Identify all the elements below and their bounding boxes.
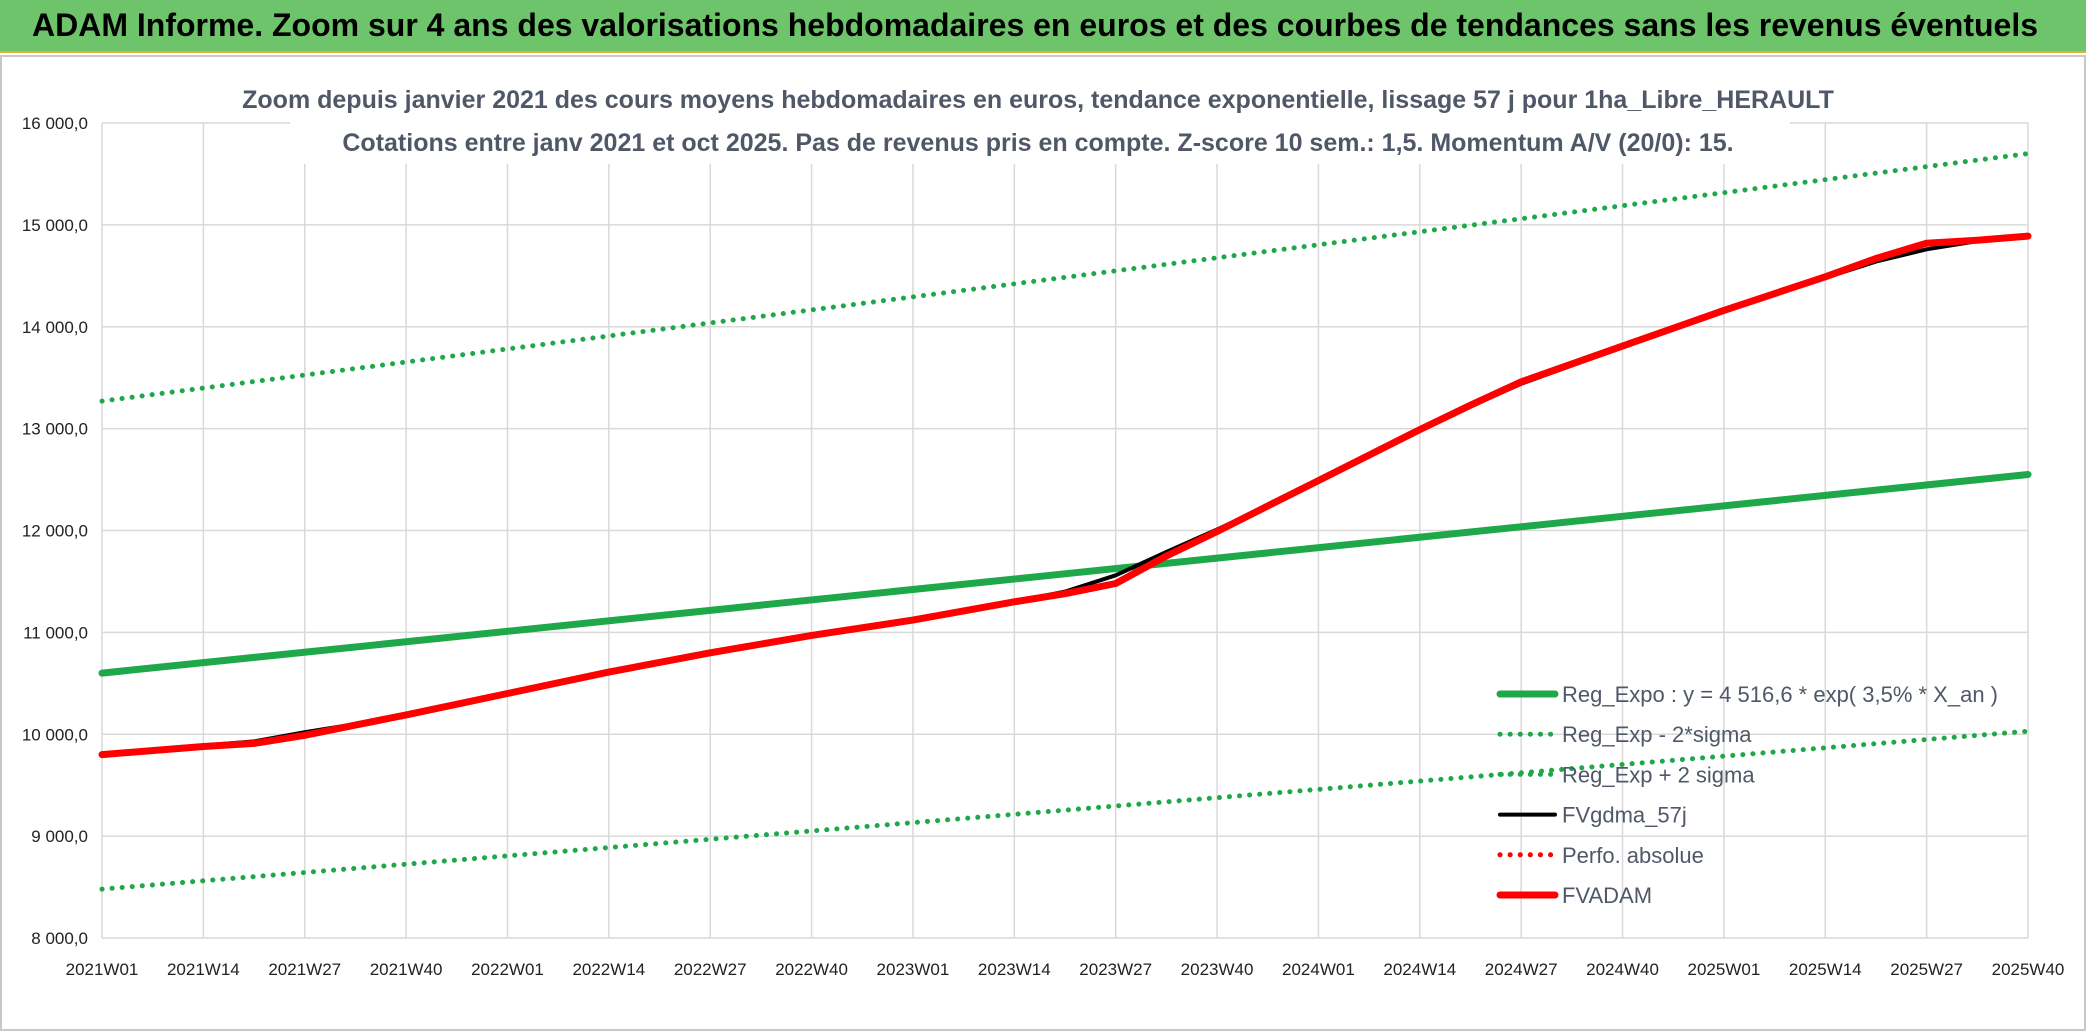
y-tick-label: 8 000,0 bbox=[31, 929, 88, 948]
x-tick-label: 2023W01 bbox=[877, 960, 950, 979]
x-tick-label: 2025W01 bbox=[1688, 960, 1761, 979]
x-tick-label: 2023W14 bbox=[978, 960, 1051, 979]
series-line-0 bbox=[98, 471, 2032, 677]
y-tick-label: 16 000,0 bbox=[22, 114, 88, 133]
y-tick-label: 13 000,0 bbox=[22, 420, 88, 439]
legend: Reg_Expo : y = 4 516,6 * exp( 3,5% * X_a… bbox=[1496, 682, 1998, 908]
x-tick-label: 2025W14 bbox=[1789, 960, 1862, 979]
y-tick-label: 11 000,0 bbox=[23, 623, 88, 642]
x-tick-label: 2024W14 bbox=[1383, 960, 1456, 979]
x-tick-label: 2021W40 bbox=[370, 960, 443, 979]
page-title: ADAM Informe. Zoom sur 4 ans des valoris… bbox=[32, 7, 2038, 43]
x-tick-label: 2023W40 bbox=[1181, 960, 1254, 979]
legend-label: Reg_Exp + 2 sigma bbox=[1562, 762, 1755, 787]
y-tick-label: 14 000,0 bbox=[22, 318, 88, 337]
x-tick-label: 2024W40 bbox=[1586, 960, 1659, 979]
x-tick-label: 2025W27 bbox=[1890, 960, 1963, 979]
header-banner: ADAM Informe. Zoom sur 4 ans des valoris… bbox=[0, 0, 2086, 53]
x-tick-label: 2021W01 bbox=[66, 960, 139, 979]
x-tick-label: 2023W27 bbox=[1079, 960, 1152, 979]
chart-title-line-1: Zoom depuis janvier 2021 des cours moyen… bbox=[242, 86, 1834, 114]
chart-title-line-2: Cotations entre janv 2021 et oct 2025. P… bbox=[342, 129, 1733, 157]
y-tick-label: 9 000,0 bbox=[31, 827, 88, 846]
x-tick-label: 2021W27 bbox=[268, 960, 341, 979]
x-tick-label: 2025W40 bbox=[1992, 960, 2065, 979]
chart-title-background bbox=[290, 72, 1790, 164]
legend-label: FVADAM bbox=[1562, 883, 1652, 908]
x-tick-label: 2022W40 bbox=[775, 960, 848, 979]
legend-label: Perfo. absolue bbox=[1562, 843, 1704, 868]
legend-label: Reg_Exp - 2*sigma bbox=[1562, 722, 1752, 747]
x-tick-label: 2022W27 bbox=[674, 960, 747, 979]
x-tick-label: 2022W01 bbox=[471, 960, 544, 979]
y-tick-label: 12 000,0 bbox=[22, 522, 88, 541]
x-tick-label: 2021W14 bbox=[167, 960, 240, 979]
legend-label: Reg_Expo : y = 4 516,6 * exp( 3,5% * X_a… bbox=[1562, 682, 1998, 707]
x-axis: 2021W01 2021W14 2021W27 2021W40 2022W01 2022W… bbox=[66, 960, 2065, 979]
chart-grid bbox=[101, 122, 2029, 939]
legend-label: FVgdma_57j bbox=[1562, 803, 1687, 828]
y-axis: 8 000,0 9 000,0 10 000,0 11 000,0 12 000,0 13… bbox=[22, 114, 88, 948]
series-line-5 bbox=[98, 232, 2032, 759]
y-tick-label: 10 000,0 bbox=[22, 725, 88, 744]
series-layer bbox=[98, 151, 2032, 892]
series-line-1 bbox=[99, 728, 2031, 892]
x-tick-label: 2024W01 bbox=[1282, 960, 1355, 979]
y-tick-label: 15 000,0 bbox=[22, 216, 88, 235]
x-tick-label: 2022W14 bbox=[572, 960, 645, 979]
series-line-2 bbox=[99, 151, 2031, 404]
series-line-3 bbox=[100, 235, 2030, 757]
x-tick-label: 2024W27 bbox=[1485, 960, 1558, 979]
